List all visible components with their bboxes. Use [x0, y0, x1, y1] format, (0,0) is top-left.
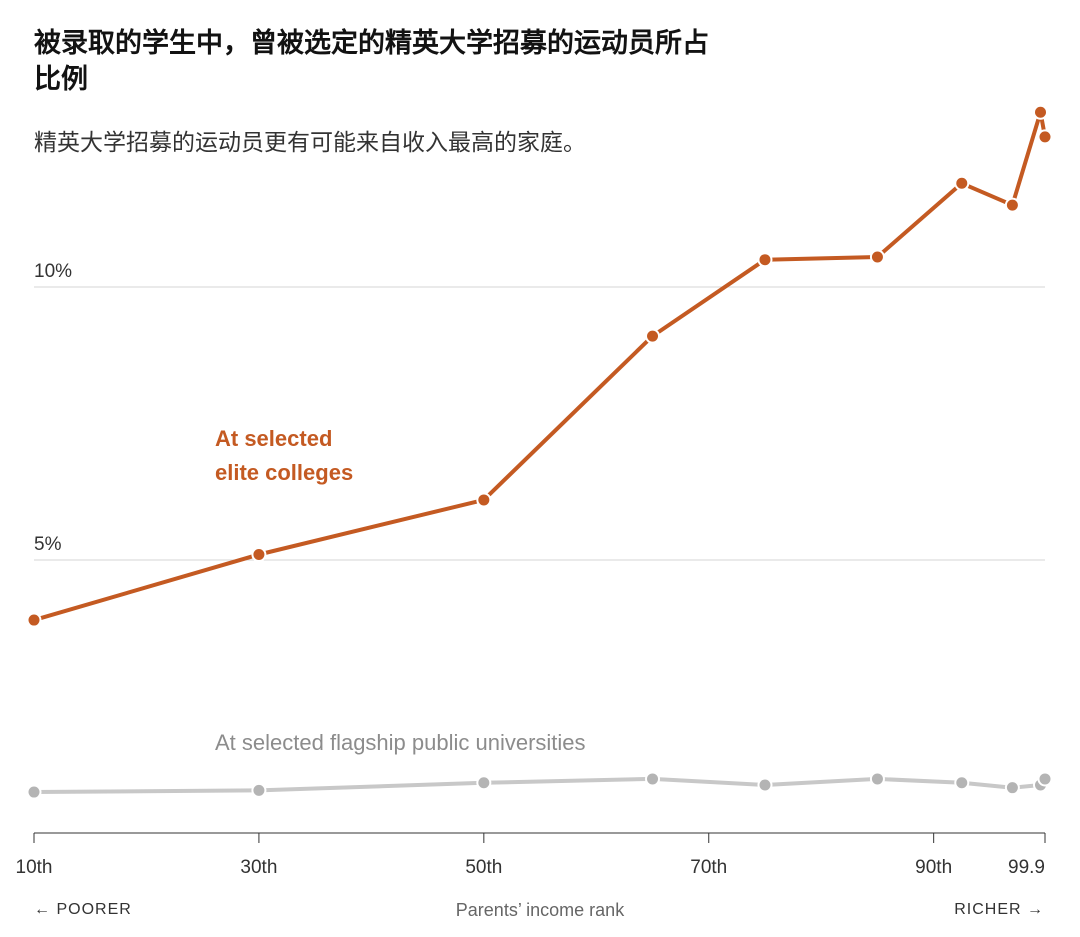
- elite-series-label: At selected elite colleges: [215, 426, 353, 485]
- chart-title: 被录取的学生中，曾被选定的精英大学招募的运动员所占比例: [34, 28, 709, 95]
- y-tick-label: 5%: [34, 534, 62, 555]
- data-point: [757, 252, 773, 268]
- series-flagship-universities: [26, 771, 1053, 800]
- gridlines: 5% 10%: [34, 261, 1045, 561]
- x-tick-label: 30th: [240, 857, 277, 878]
- poorer-direction-label: ← POORER: [34, 901, 132, 918]
- x-tick-label: 50th: [465, 857, 502, 878]
- chart-subtitle: 精英大学招募的运动员更有可能来自收入最高的家庭。: [34, 130, 586, 156]
- data-point: [1037, 129, 1053, 145]
- data-point: [645, 771, 661, 787]
- data-point: [869, 249, 885, 265]
- data-point: [645, 328, 661, 344]
- x-axis-title: Parents’ income rank: [455, 900, 625, 920]
- elite-series-label-line: elite colleges: [215, 460, 353, 485]
- x-tick-label: 70th: [690, 857, 727, 878]
- series-elite-colleges: [26, 104, 1053, 628]
- data-point: [1037, 771, 1053, 787]
- data-point: [476, 492, 492, 508]
- data-point: [869, 771, 885, 787]
- flagship-series-label: At selected flagship public universities: [215, 730, 586, 755]
- series-line: [32, 110, 1047, 623]
- x-tick-label: 10th: [16, 857, 53, 878]
- series-line: [32, 776, 1047, 794]
- data-point: [26, 784, 42, 800]
- data-point: [26, 612, 42, 628]
- x-axis: 10th 30th 50th 70th 90th 99.9: [16, 832, 1046, 878]
- data-point: [1004, 197, 1020, 213]
- elite-series-label-line: At selected: [215, 426, 332, 451]
- data-point: [251, 547, 267, 563]
- data-point: [251, 782, 267, 798]
- data-point: [1033, 104, 1049, 120]
- x-tick-label: 99.9: [1008, 857, 1045, 878]
- y-tick-label: 10%: [34, 261, 72, 282]
- x-tick-label: 90th: [915, 857, 952, 878]
- series-lines: [26, 104, 1053, 800]
- series-labels: At selected elite colleges At selected fla…: [215, 426, 586, 755]
- data-point: [954, 175, 970, 191]
- data-point: [954, 775, 970, 791]
- data-point: [476, 775, 492, 791]
- richer-direction-label: RICHER →: [954, 901, 1044, 918]
- data-point: [1004, 780, 1020, 796]
- data-point: [757, 777, 773, 793]
